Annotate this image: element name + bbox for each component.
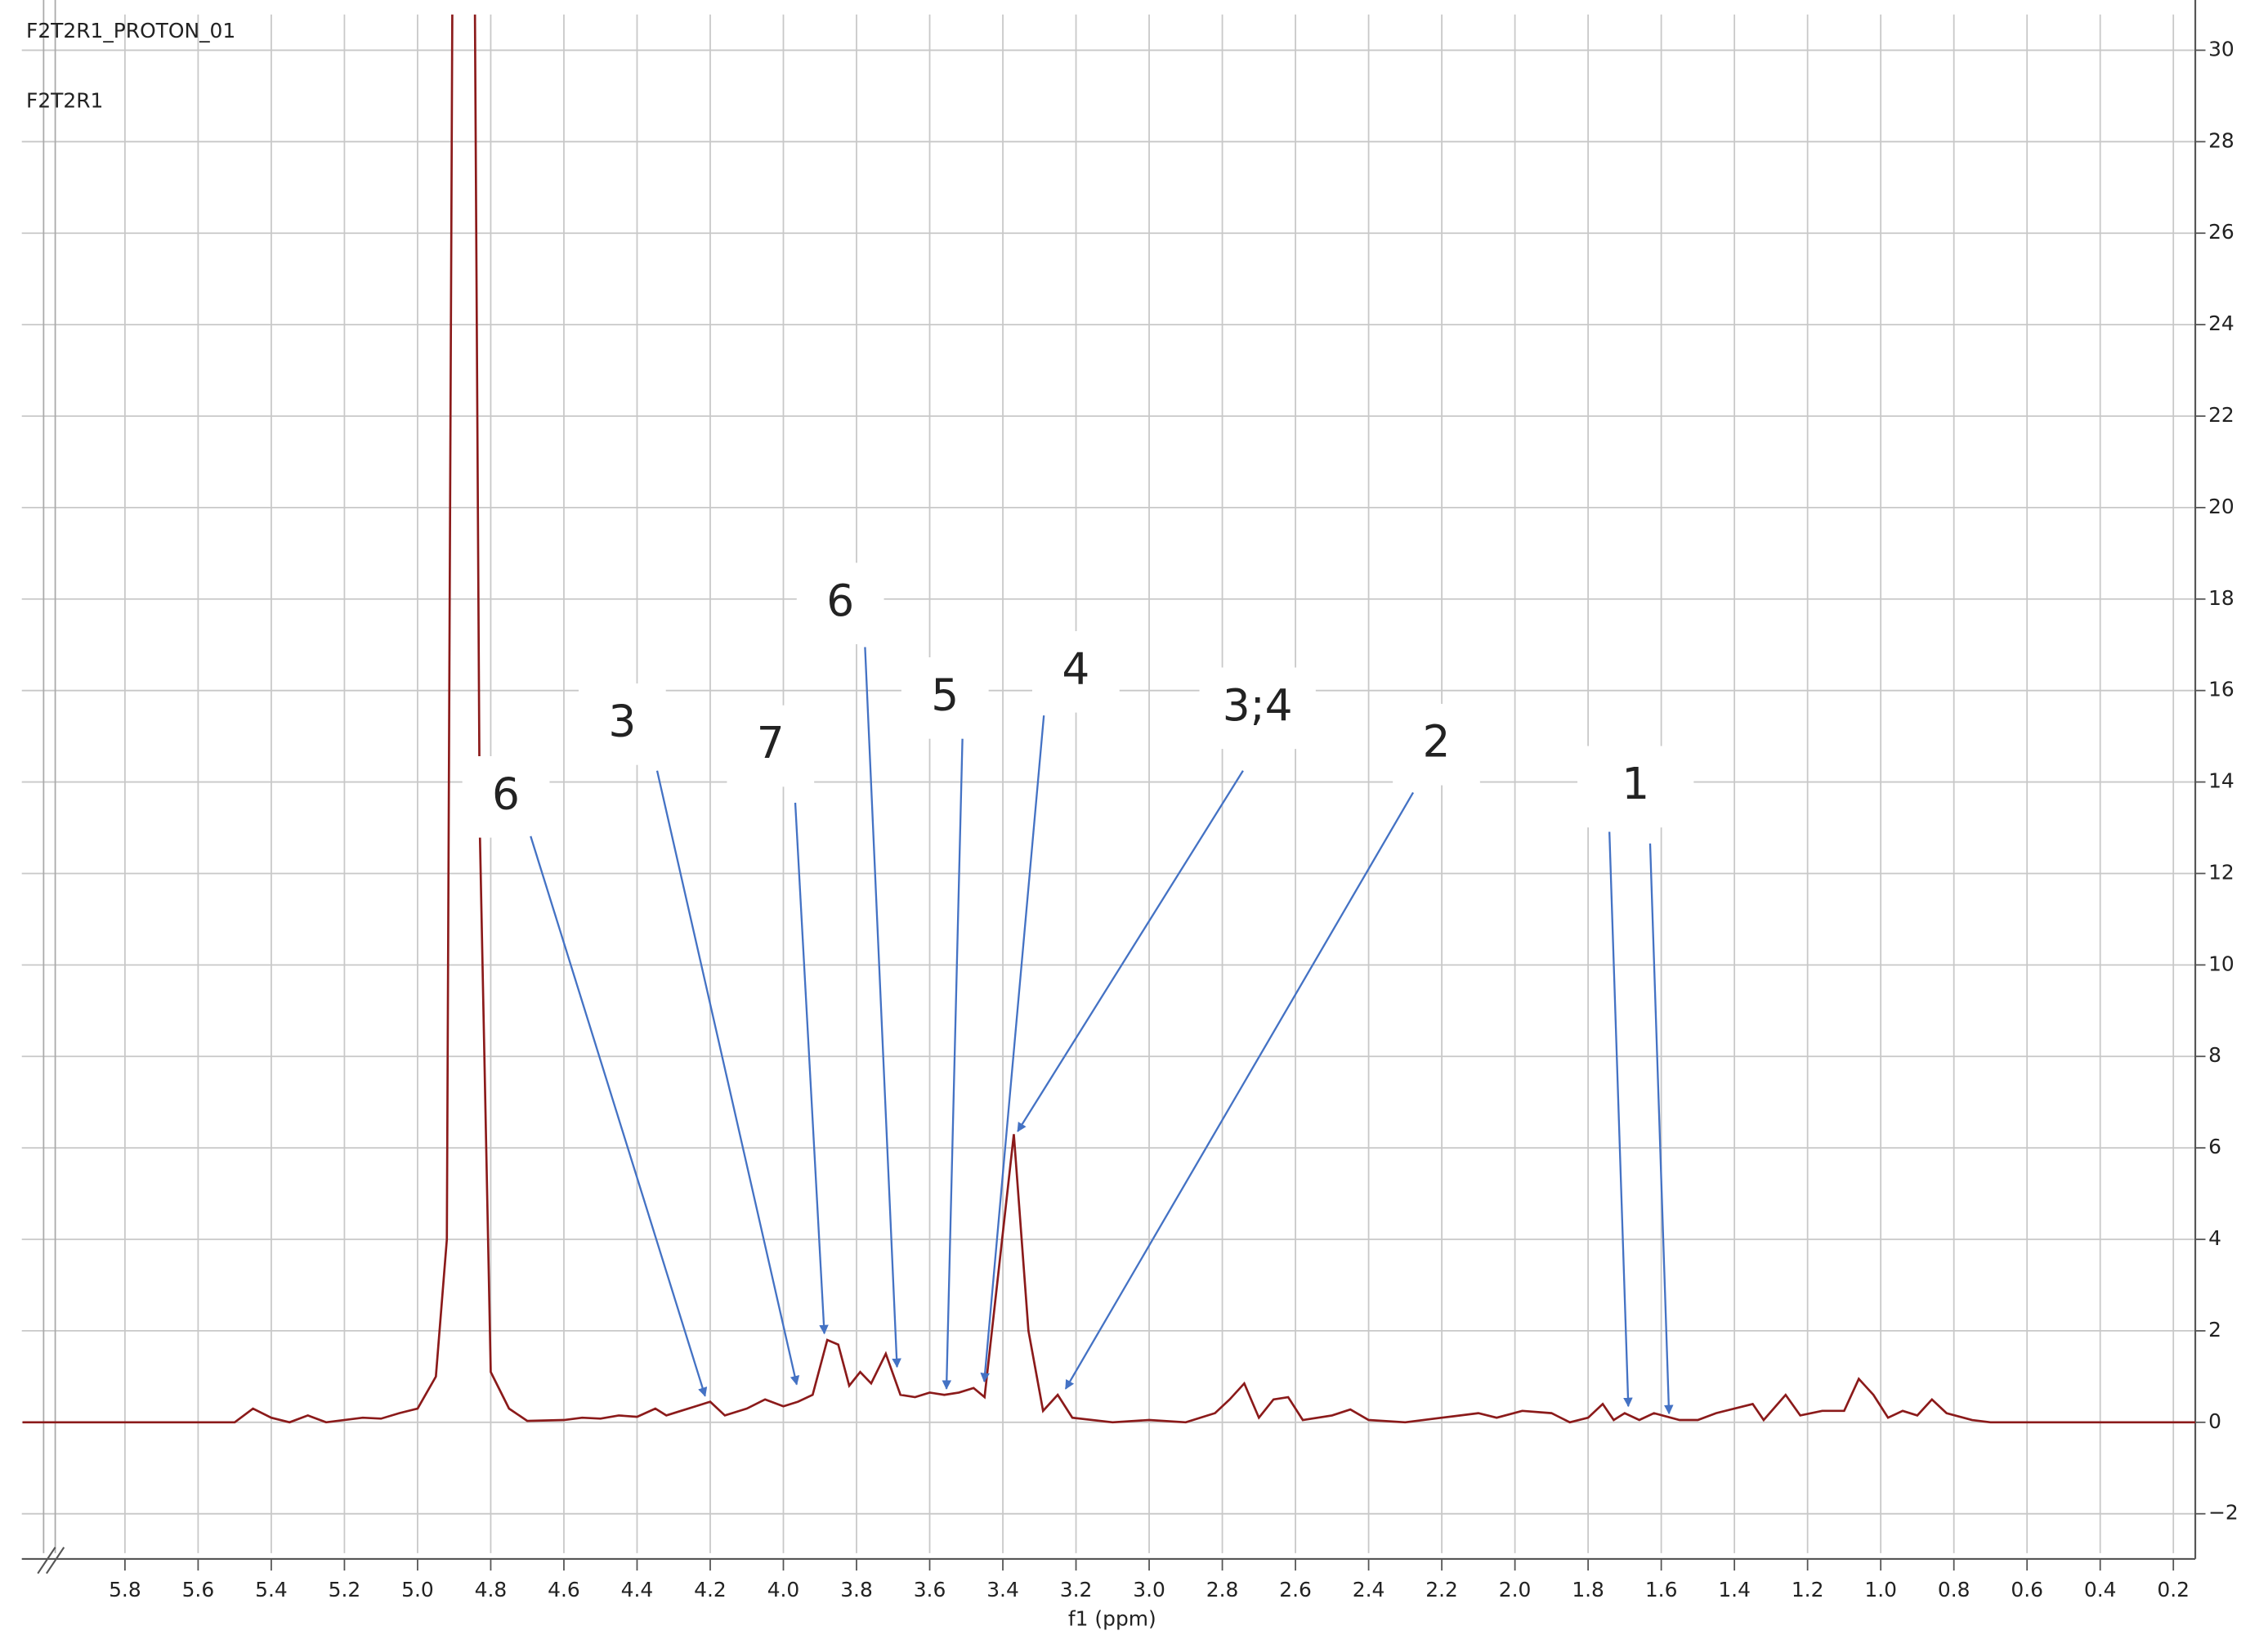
x-tick-label: 1.8 (1572, 1578, 1604, 1601)
y-tick-label: 12 (2208, 860, 2234, 884)
y-tick-label: −2 (2208, 1501, 2239, 1525)
x-tick-label: 5.4 (255, 1578, 288, 1601)
y-tick-label: 16 (2208, 678, 2234, 701)
chart-subtitle: F2T2R1 (26, 89, 103, 113)
x-axis-label: f1 (ppm) (1068, 1607, 1156, 1631)
annotation-arrow (1648, 843, 1674, 1415)
y-tick-label: 24 (2208, 311, 2234, 335)
axis-break-mark (37, 1547, 65, 1575)
y-tick-label: 18 (2208, 586, 2234, 610)
x-tick-label: 0.4 (2084, 1578, 2117, 1601)
annotation-arrow (864, 647, 901, 1369)
y-tick-label: 14 (2208, 769, 2234, 793)
x-tick-label: 0.2 (2157, 1578, 2190, 1601)
x-tick-label: 4.6 (548, 1578, 580, 1601)
annotation-box (1577, 746, 1694, 828)
x-tick-label: 1.2 (1792, 1578, 1824, 1601)
annotation-arrow (980, 715, 1045, 1383)
x-tick-label: 1.0 (1864, 1578, 1897, 1601)
annotation-label: 3;4 (1223, 679, 1293, 731)
x-tick-label: 3.4 (986, 1578, 1019, 1601)
x-tick-label: 2.2 (1425, 1578, 1458, 1601)
annotation-label: 7 (757, 717, 785, 768)
x-tick-label: 3.8 (840, 1578, 873, 1601)
x-tick-label: 3.0 (1133, 1578, 1165, 1601)
annotation-label: 2 (1423, 715, 1451, 767)
y-tick-label: 0 (2208, 1409, 2221, 1433)
y-tick-label: 8 (2208, 1043, 2221, 1067)
annotation-box (796, 562, 884, 645)
x-tick-label: 3.6 (914, 1578, 946, 1601)
x-tick-label: 1.6 (1645, 1578, 1678, 1601)
annotation-box (462, 756, 550, 838)
grid (21, 14, 2196, 1553)
y-tick-label: 4 (2208, 1226, 2221, 1250)
chart-title: F2T2R1_PROTON_01 (26, 19, 235, 43)
x-tick-label: 0.6 (2011, 1578, 2043, 1601)
x-tick-label: 5.8 (109, 1578, 141, 1601)
annotation-box (1199, 667, 1316, 750)
y-tick-label: 20 (2208, 495, 2234, 518)
x-tick-label: 2.6 (1279, 1578, 1312, 1601)
annotation-arrow (942, 738, 964, 1390)
x-tick-label: 4.0 (767, 1578, 800, 1601)
y-tick-label: 6 (2208, 1135, 2221, 1158)
y-tick-label: 22 (2208, 403, 2234, 427)
x-tick-label: 4.4 (621, 1578, 654, 1601)
x-tick-label: 2.8 (1206, 1578, 1239, 1601)
annotation-label: 6 (826, 575, 854, 626)
annotation-label: 6 (492, 768, 520, 819)
annotation-arrow (794, 802, 829, 1335)
y-tick-label: 2 (2208, 1318, 2221, 1342)
annotation-label: 5 (931, 669, 959, 720)
annotation-label: 4 (1062, 643, 1089, 694)
x-tick-label: 2.0 (1499, 1578, 1532, 1601)
y-tick-label: 28 (2208, 128, 2234, 152)
annotation-box (901, 657, 989, 739)
annotation-label: 1 (1622, 758, 1649, 809)
annotation-arrow (655, 770, 800, 1386)
y-tick-label: 10 (2208, 952, 2234, 975)
x-tick-label: 3.2 (1060, 1578, 1093, 1601)
x-tick-label: 4.8 (475, 1578, 508, 1601)
annotation-box (1393, 703, 1480, 786)
annotation-box (727, 705, 815, 787)
annotation-arrow (530, 835, 708, 1397)
x-tick-label: 0.8 (1938, 1578, 1971, 1601)
annotation-arrow (1064, 791, 1415, 1390)
annotation-box (1031, 631, 1120, 713)
x-tick-label: 5.6 (182, 1578, 215, 1601)
x-tick-label: 1.4 (1718, 1578, 1751, 1601)
x-tick-label: 5.2 (329, 1578, 361, 1601)
x-tick-label: 4.2 (694, 1578, 727, 1601)
annotation-arrow (1017, 770, 1244, 1132)
annotation-label: 3 (608, 696, 636, 747)
y-tick-label: 26 (2208, 220, 2234, 244)
annotation-arrow (1608, 831, 1633, 1408)
y-tick-label: 30 (2208, 37, 2234, 60)
x-tick-label: 2.4 (1353, 1578, 1385, 1601)
x-tick-label: 5.0 (401, 1578, 434, 1601)
spectrum-line (22, 14, 2196, 1424)
annotation-box (578, 683, 666, 765)
